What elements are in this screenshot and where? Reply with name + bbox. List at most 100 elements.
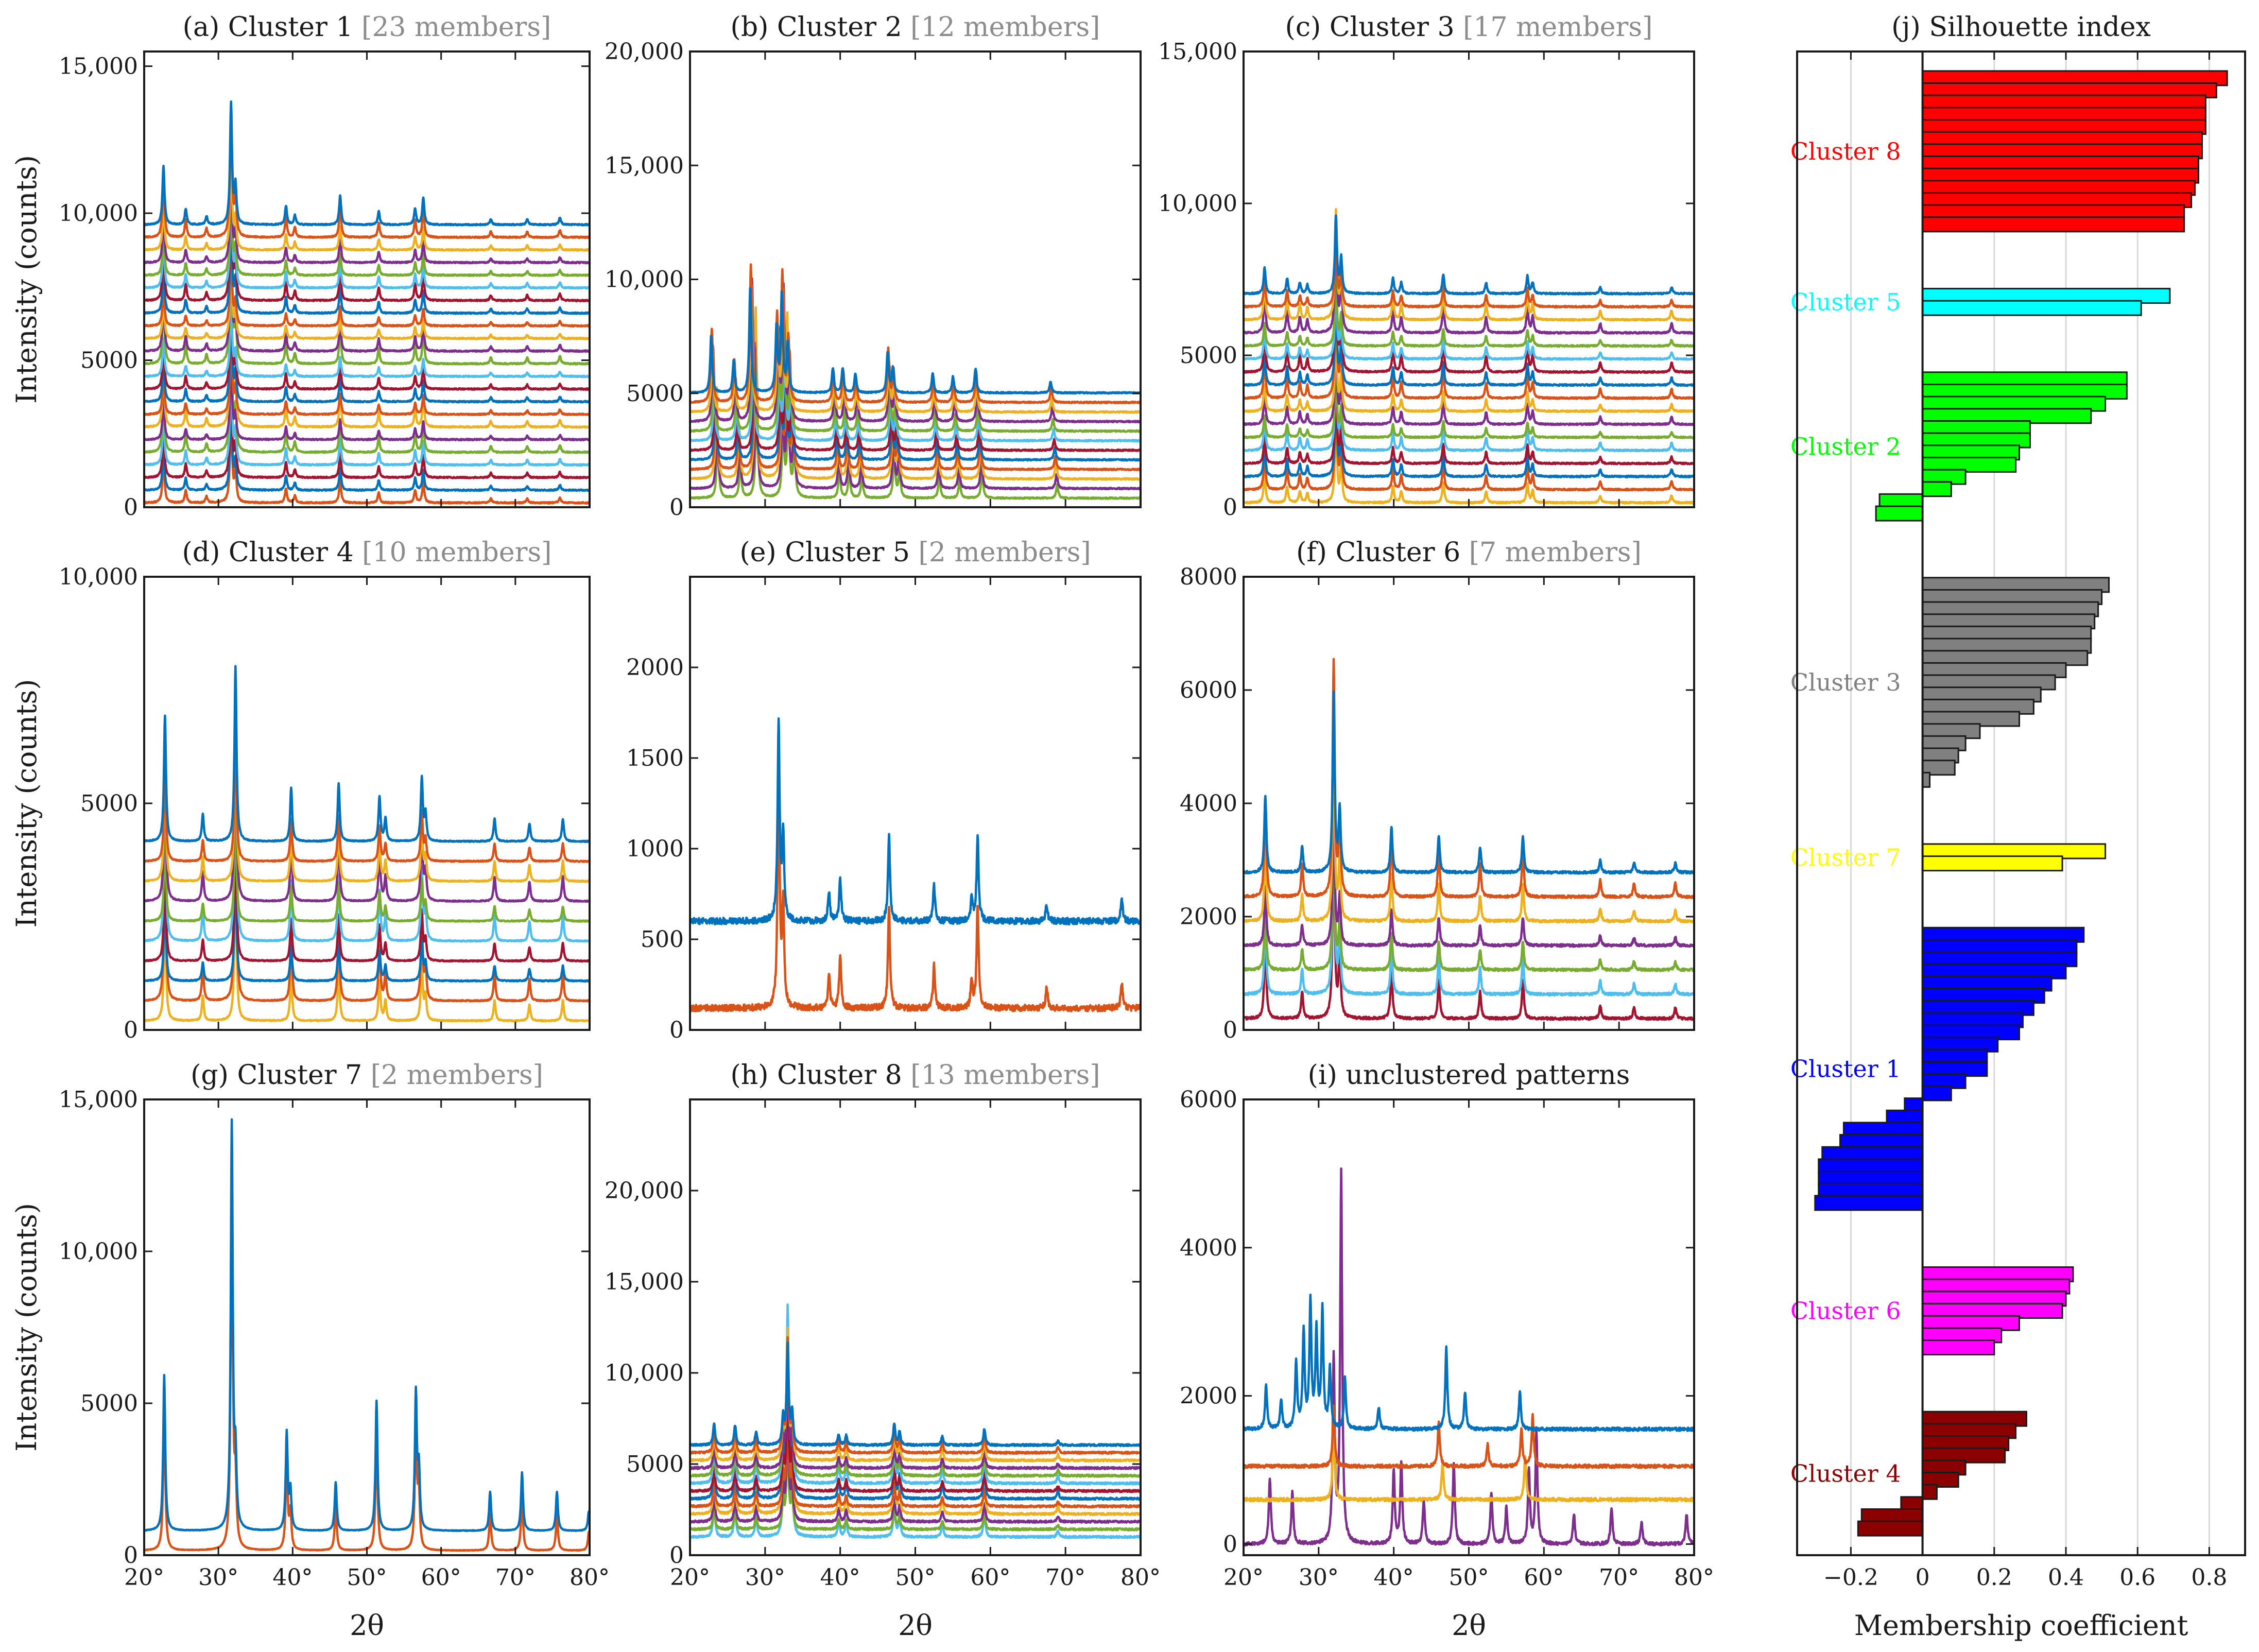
bar bbox=[1922, 1085, 1952, 1102]
y-tick-label: 0 bbox=[1223, 1017, 1237, 1043]
trace-series-12 bbox=[690, 375, 1141, 500]
trace-series-2 bbox=[144, 722, 590, 863]
trace-series-8 bbox=[144, 862, 590, 983]
trace-series-1 bbox=[690, 287, 1141, 395]
trace-series-15 bbox=[144, 306, 590, 404]
panel-title: (b) Cluster 2 [12 members] bbox=[731, 12, 1100, 43]
bar bbox=[1857, 1520, 1924, 1537]
panel-frame bbox=[1796, 50, 2246, 1556]
trace-series-1 bbox=[1244, 214, 1694, 296]
trace-series-7 bbox=[1244, 821, 1694, 1021]
trace-series-4 bbox=[1244, 1167, 1694, 1547]
y-tick-label: 10,000 bbox=[59, 1238, 138, 1265]
trace-series-14 bbox=[1244, 382, 1694, 466]
trace-series-4 bbox=[690, 277, 1141, 424]
trace-series-13 bbox=[690, 1375, 1141, 1539]
y-tick-label: 0 bbox=[1223, 1531, 1237, 1557]
panel-f: 0 2000 4000 6000 8000 (f) Cluster 6 [7 member… bbox=[1180, 537, 1695, 1043]
panel-title: (c) Cluster 3 [17 members] bbox=[1285, 12, 1653, 43]
panel-b: 0 5000 10,000 15,000 20,000 (b) Cluster 2 [12… bbox=[605, 12, 1142, 521]
traces-g bbox=[144, 1118, 590, 1552]
panel-frame bbox=[1243, 576, 1695, 1031]
trace-series-7 bbox=[690, 1378, 1141, 1493]
bar bbox=[1922, 300, 2142, 316]
panel-title: (i) unclustered patterns bbox=[1308, 1060, 1630, 1091]
y-tick-label: 0 bbox=[669, 1017, 684, 1043]
panel-j: Cluster 8 Cluster 5 Cluster 2 Cluster 3 Clus… bbox=[1790, 12, 2246, 1642]
panel-title-members: [23 members] bbox=[353, 12, 551, 43]
bar-group-cluster-1: Cluster 1 bbox=[1790, 926, 2085, 1211]
trace-series-1 bbox=[690, 1341, 1141, 1448]
y-tick-label: 15,000 bbox=[59, 1087, 138, 1113]
trace-series-2 bbox=[144, 102, 590, 239]
panel-title-main: (h) Cluster 8 bbox=[730, 1060, 902, 1091]
trace-series-3 bbox=[144, 147, 590, 252]
cluster-label: Cluster 4 bbox=[1790, 1460, 1901, 1488]
y-tick-label: 2000 bbox=[626, 655, 684, 681]
x-tick-label: 40° bbox=[820, 1564, 860, 1591]
panel-title: (d) Cluster 4 [10 members] bbox=[182, 537, 552, 568]
y-tick-label: 2000 bbox=[1180, 904, 1237, 930]
y-tick-label: 1000 bbox=[626, 836, 684, 862]
panel-title-main: (b) Cluster 2 bbox=[731, 12, 902, 43]
trace-series-9 bbox=[690, 341, 1141, 472]
traces-b bbox=[690, 263, 1141, 500]
bar bbox=[1922, 1484, 1938, 1500]
x-tick-label: 60° bbox=[421, 1564, 461, 1591]
y-tick-label: 10,000 bbox=[605, 267, 684, 293]
y-tick-label: 15,000 bbox=[59, 54, 138, 80]
x-axis-label: 2θ bbox=[1452, 1609, 1486, 1642]
bar-group-cluster-5: Cluster 5 bbox=[1790, 287, 2171, 316]
bar bbox=[1875, 505, 1924, 522]
trace-series-6 bbox=[1244, 806, 1694, 997]
panel-title-main: (g) Cluster 7 bbox=[191, 1060, 362, 1091]
trace-series-16 bbox=[144, 328, 590, 417]
trace-series-4 bbox=[690, 1362, 1141, 1470]
bar-group-cluster-3: Cluster 3 bbox=[1790, 577, 2110, 788]
panel-title-main: (i) unclustered patterns bbox=[1308, 1060, 1630, 1091]
panel-title-members: [13 members] bbox=[902, 1060, 1100, 1091]
y-axis-label: Intensity (counts) bbox=[10, 679, 43, 928]
trace-series-5 bbox=[1244, 822, 1694, 973]
panel-a: 0 5000 10,000 15,000 (a) Cluster 1 [23 membe… bbox=[10, 12, 591, 521]
trace-series-13 bbox=[144, 294, 590, 378]
traces-i bbox=[1244, 1167, 1694, 1547]
y-tick-label: 10,000 bbox=[59, 200, 138, 227]
panel-g: 0 5000 10,000 15,000 20° 30° 40° 50° 60° 70° 80° (g… bbox=[10, 1060, 610, 1642]
trace-series-4 bbox=[1244, 218, 1694, 335]
trace-series-3 bbox=[1244, 734, 1694, 924]
y-tick-label: 1500 bbox=[626, 745, 684, 771]
trace-series-10 bbox=[690, 1330, 1141, 1517]
x-tick-label: 0.4 bbox=[2048, 1564, 2084, 1591]
x-tick-label: 20° bbox=[670, 1564, 710, 1591]
y-tick-label: 8000 bbox=[1180, 564, 1237, 590]
bar-group-cluster-4: Cluster 4 bbox=[1790, 1410, 2027, 1537]
panel-d: 0 5000 10,000 (d) Cluster 4 [10 members] Int… bbox=[10, 537, 591, 1043]
trace-series-3 bbox=[1244, 1423, 1694, 1503]
x-tick-label: −0.2 bbox=[1823, 1564, 1878, 1591]
panel-title-members: [12 members] bbox=[902, 12, 1100, 43]
x-tick-label: 60° bbox=[1524, 1564, 1564, 1591]
cluster-label: Cluster 2 bbox=[1790, 433, 1901, 460]
panel-title: (a) Cluster 1 [23 members] bbox=[183, 12, 551, 43]
trace-series-2 bbox=[1244, 1404, 1694, 1469]
bar bbox=[1922, 855, 2063, 872]
bar-group-cluster-7: Cluster 7 bbox=[1790, 843, 2107, 872]
x-tick-label: 50° bbox=[347, 1564, 387, 1591]
trace-series-2 bbox=[1244, 658, 1694, 900]
x-tick-label: 80° bbox=[1120, 1564, 1161, 1591]
cluster-label: Cluster 1 bbox=[1790, 1055, 1901, 1083]
panel-h: 0 5000 10,000 15,000 20,000 20° 30° 40° 50° 60° 70… bbox=[605, 1060, 1161, 1642]
x-tick-label: 60° bbox=[970, 1564, 1010, 1591]
y-tick-label: 4000 bbox=[1180, 1235, 1237, 1261]
trace-series-6 bbox=[144, 742, 590, 943]
panel-title: (f) Cluster 6 [7 members] bbox=[1296, 537, 1642, 568]
trace-series-1 bbox=[144, 665, 590, 844]
x-tick-label: 0 bbox=[1916, 1564, 1930, 1591]
trace-series-11 bbox=[144, 236, 590, 353]
y-tick-label: 5000 bbox=[80, 790, 138, 817]
cluster-label: Cluster 8 bbox=[1790, 137, 1901, 165]
panel-title-members: [7 members] bbox=[1460, 537, 1642, 568]
panel-c: 0 5000 10,000 15,000 (c) Cluster 3 [17 membe… bbox=[1158, 12, 1695, 521]
